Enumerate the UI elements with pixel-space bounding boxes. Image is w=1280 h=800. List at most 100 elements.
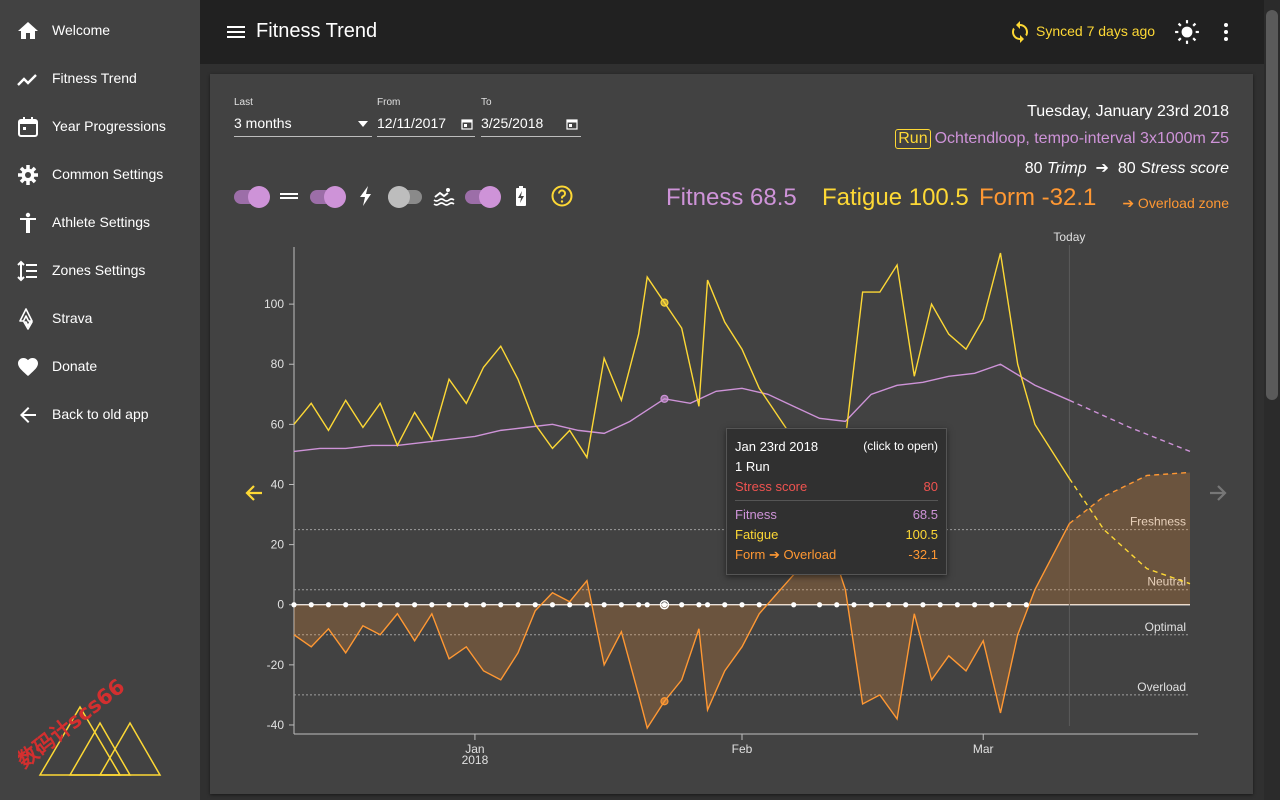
form-selected-point <box>660 697 669 706</box>
tooltip-fatigue-value: 100.5 <box>905 527 938 542</box>
activity-dot[interactable] <box>584 602 590 608</box>
activity-dot[interactable] <box>291 602 297 608</box>
scrollbar-thumb[interactable] <box>1266 10 1278 400</box>
day-tooltip[interactable]: Jan 23rd 2018 (click to open) 1 Run Stre… <box>726 428 947 575</box>
activity-link[interactable]: Run Ochtendloop, tempo-interval 3x1000m … <box>895 129 1229 149</box>
calendar-picker-icon[interactable] <box>461 118 473 130</box>
activity-dot[interactable] <box>954 602 960 608</box>
activity-dot[interactable] <box>791 602 797 608</box>
activity-dot[interactable] <box>885 602 892 608</box>
y-tick-label: 60 <box>271 417 285 431</box>
activity-dot[interactable] <box>480 602 487 608</box>
toggle-heart-rate[interactable] <box>234 186 270 208</box>
fatigue-line <box>293 252 1070 511</box>
activity-dot[interactable] <box>816 602 823 608</box>
activity-dot[interactable] <box>601 602 607 608</box>
activity-dot[interactable] <box>377 602 383 608</box>
sun-icon[interactable] <box>1174 19 1200 45</box>
last-period-underline <box>234 136 372 137</box>
last-period-select[interactable]: 3 months <box>234 115 292 131</box>
to-date-underline <box>481 136 581 137</box>
previous-period-arrow[interactable] <box>245 485 262 501</box>
activity-dot[interactable] <box>463 602 469 608</box>
sidebar-item-fitness-trend[interactable]: Fitness Trend <box>0 55 200 103</box>
activity-dot[interactable] <box>679 602 685 608</box>
stress-score-value: 80 <box>1117 160 1136 177</box>
tooltip-stress-label: Stress score <box>735 479 808 494</box>
activity-dot[interactable] <box>515 602 521 608</box>
fitness-value: Fitness 68.5 <box>666 184 797 211</box>
activity-dot[interactable] <box>1023 602 1029 608</box>
activity-type-badge: Run <box>895 129 931 149</box>
selected-activity-marker[interactable] <box>659 599 670 610</box>
sidebar-item-strava[interactable]: Strava <box>0 295 200 343</box>
activity-dot[interactable] <box>696 602 702 608</box>
activity-dot[interactable] <box>920 602 926 608</box>
activity-dot[interactable] <box>1006 602 1012 608</box>
activity-dot[interactable] <box>704 602 711 608</box>
activity-dot[interactable] <box>412 602 418 608</box>
activity-dot[interactable] <box>972 602 978 608</box>
sidebar-item-zones-settings[interactable]: Zones Settings <box>0 247 200 295</box>
activity-dot[interactable] <box>394 602 400 608</box>
activity-dot[interactable] <box>636 602 642 608</box>
fatigue-value: Fatigue 100.5 <box>822 184 969 211</box>
help-icon[interactable] <box>550 184 574 208</box>
activity-dot[interactable] <box>325 602 332 608</box>
activity-dot[interactable] <box>937 602 943 608</box>
trending-icon <box>17 74 37 86</box>
tooltip-activity-count: 1 Run <box>735 459 770 474</box>
activity-dot[interactable] <box>756 602 762 608</box>
activity-dot[interactable] <box>739 602 745 608</box>
lightning-icon <box>360 186 371 206</box>
activity-dot[interactable] <box>308 602 314 608</box>
activity-dot[interactable] <box>903 602 909 608</box>
toggle-swim[interactable] <box>388 186 424 208</box>
tooltip-fitness-label: Fitness <box>735 507 777 522</box>
activity-dot[interactable] <box>343 602 349 608</box>
sidebar-item-label: Athlete Settings <box>52 214 151 230</box>
activity-dot[interactable] <box>429 602 435 608</box>
dropdown-arrow-icon[interactable] <box>358 121 368 127</box>
activity-dot[interactable] <box>722 602 728 608</box>
sidebar-item-back-to-old-app[interactable]: Back to old app <box>0 391 200 439</box>
form-line <box>293 509 1071 730</box>
fitness-projection-line <box>1069 399 1191 453</box>
tooltip-form-value: -32.1 <box>908 547 938 562</box>
scrollbar[interactable] <box>1264 0 1280 800</box>
activity-dot[interactable] <box>567 602 573 608</box>
activity-dot[interactable] <box>549 602 556 608</box>
more-vert-icon[interactable] <box>1216 20 1236 44</box>
next-period-arrow[interactable] <box>1210 485 1227 501</box>
activity-dot[interactable] <box>868 602 874 608</box>
to-date-input[interactable]: 3/25/2018 <box>481 115 544 131</box>
activity-dot[interactable] <box>498 602 504 608</box>
sidebar-item-donate[interactable]: Donate <box>0 343 200 391</box>
menu-icon[interactable] <box>224 20 248 44</box>
activity-dot[interactable] <box>834 602 840 608</box>
activity-dot[interactable] <box>851 602 857 608</box>
calendar-picker-icon[interactable] <box>566 118 578 130</box>
sidebar-item-athlete-settings[interactable]: Athlete Settings <box>0 199 200 247</box>
sidebar-item-welcome[interactable]: Welcome <box>0 7 200 55</box>
activity-dot[interactable] <box>989 602 995 608</box>
sidebar-item-year-progressions[interactable]: Year Progressions <box>0 103 200 151</box>
activity-dot[interactable] <box>661 602 668 608</box>
toggle-power[interactable] <box>310 186 346 208</box>
y-tick-label: -20 <box>267 658 285 672</box>
activity-dot[interactable] <box>618 602 624 608</box>
from-date-input[interactable]: 12/11/2017 <box>377 115 447 131</box>
y-tick-label: 80 <box>271 357 285 371</box>
activity-dot[interactable] <box>644 602 650 608</box>
activity-dot[interactable] <box>360 602 366 608</box>
sync-status[interactable]: Synced 7 days ago <box>1036 23 1156 39</box>
toggle-estimated[interactable] <box>465 186 501 208</box>
activity-dot[interactable] <box>532 602 538 608</box>
sidebar-item-common-settings[interactable]: Common Settings <box>0 151 200 199</box>
activity-name[interactable]: Ochtendloop, tempo-interval 3x1000m Z5 <box>934 130 1229 147</box>
fitness-line <box>293 363 1070 453</box>
fitness-selected-point <box>660 394 669 403</box>
sync-icon[interactable] <box>1008 20 1032 44</box>
activity-dot[interactable] <box>446 602 452 608</box>
